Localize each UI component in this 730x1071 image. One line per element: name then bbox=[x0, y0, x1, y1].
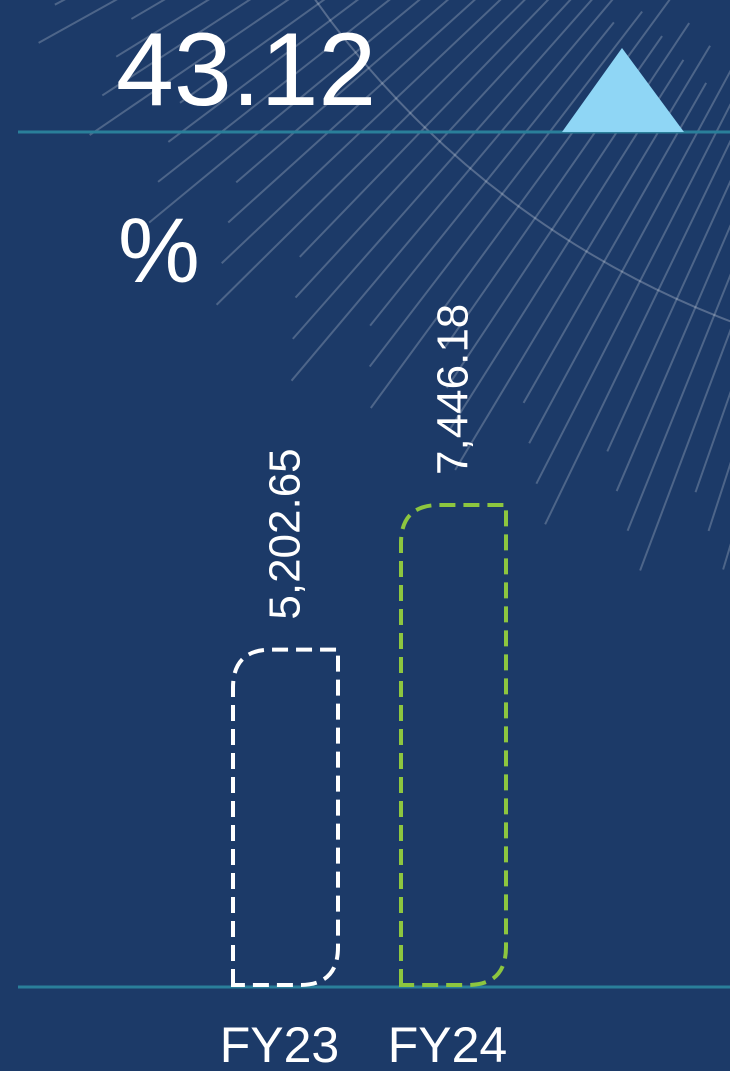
ray bbox=[639, 328, 730, 571]
ray bbox=[179, 0, 326, 104]
ray bbox=[227, 0, 476, 224]
ray bbox=[115, 0, 210, 58]
value-label: 5,202.65 bbox=[261, 448, 310, 619]
ray bbox=[299, 0, 550, 258]
bar bbox=[231, 647, 340, 987]
ray bbox=[528, 69, 730, 444]
ray bbox=[167, 0, 360, 143]
ray bbox=[606, 179, 730, 452]
ray bbox=[522, 82, 708, 404]
ray bbox=[626, 273, 730, 532]
ray bbox=[369, 21, 615, 327]
ray bbox=[707, 461, 730, 532]
x-tick-label: FY23 bbox=[220, 1017, 340, 1071]
bar bbox=[399, 503, 508, 987]
ray bbox=[445, 22, 691, 389]
ray bbox=[89, 0, 290, 136]
up-arrow bbox=[562, 48, 684, 132]
ray bbox=[148, 0, 421, 224]
ray bbox=[221, 0, 502, 265]
ray bbox=[101, 0, 252, 97]
value-label: 7,446.18 bbox=[429, 304, 478, 475]
ray bbox=[615, 224, 730, 492]
ray bbox=[292, 0, 593, 340]
x-tick-label: FY24 bbox=[388, 1017, 508, 1071]
ray bbox=[368, 10, 643, 368]
ray bbox=[535, 103, 730, 485]
ray bbox=[290, 0, 614, 382]
ray bbox=[38, 0, 118, 44]
ray bbox=[544, 139, 730, 525]
ray bbox=[235, 0, 450, 184]
ray bbox=[294, 0, 572, 299]
kpi-unit: % bbox=[118, 200, 200, 302]
ray bbox=[694, 390, 730, 493]
kpi-value: 43.12 bbox=[116, 12, 376, 128]
ray bbox=[215, 0, 526, 306]
